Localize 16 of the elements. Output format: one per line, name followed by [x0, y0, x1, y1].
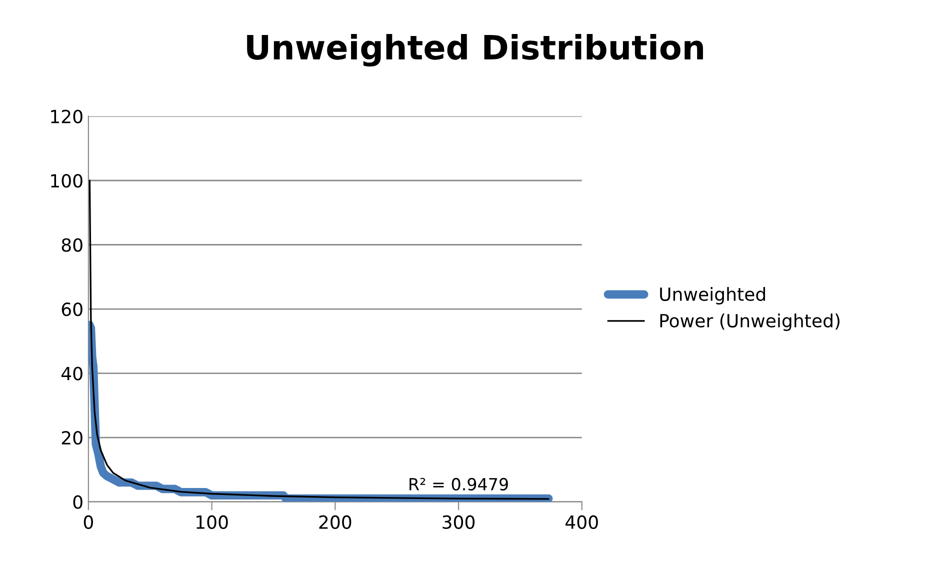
x-tick-label: 100	[196, 515, 228, 529]
y-tick-label: 40	[61, 366, 82, 380]
y-tick-label: 60	[62, 302, 82, 316]
x-tick-label: 200	[319, 515, 352, 529]
legend-label: Unweighted	[660, 287, 766, 304]
x-tick-label: 400	[566, 515, 598, 529]
y-tick-label: 100	[51, 174, 82, 188]
chart-title: Unweighted Distribution	[247, 34, 703, 67]
y-tick-label: 80	[62, 238, 82, 252]
annotation: R² = 0.9479	[410, 478, 508, 491]
y-tick-label: 20	[62, 430, 82, 445]
y-tick-label: 120	[51, 110, 82, 124]
y-tick-label: 0	[73, 495, 82, 509]
legend-label: Power (Unweighted)	[660, 314, 840, 332]
x-tick-label: 300	[442, 515, 475, 529]
x-tick-label: 0	[84, 515, 93, 529]
